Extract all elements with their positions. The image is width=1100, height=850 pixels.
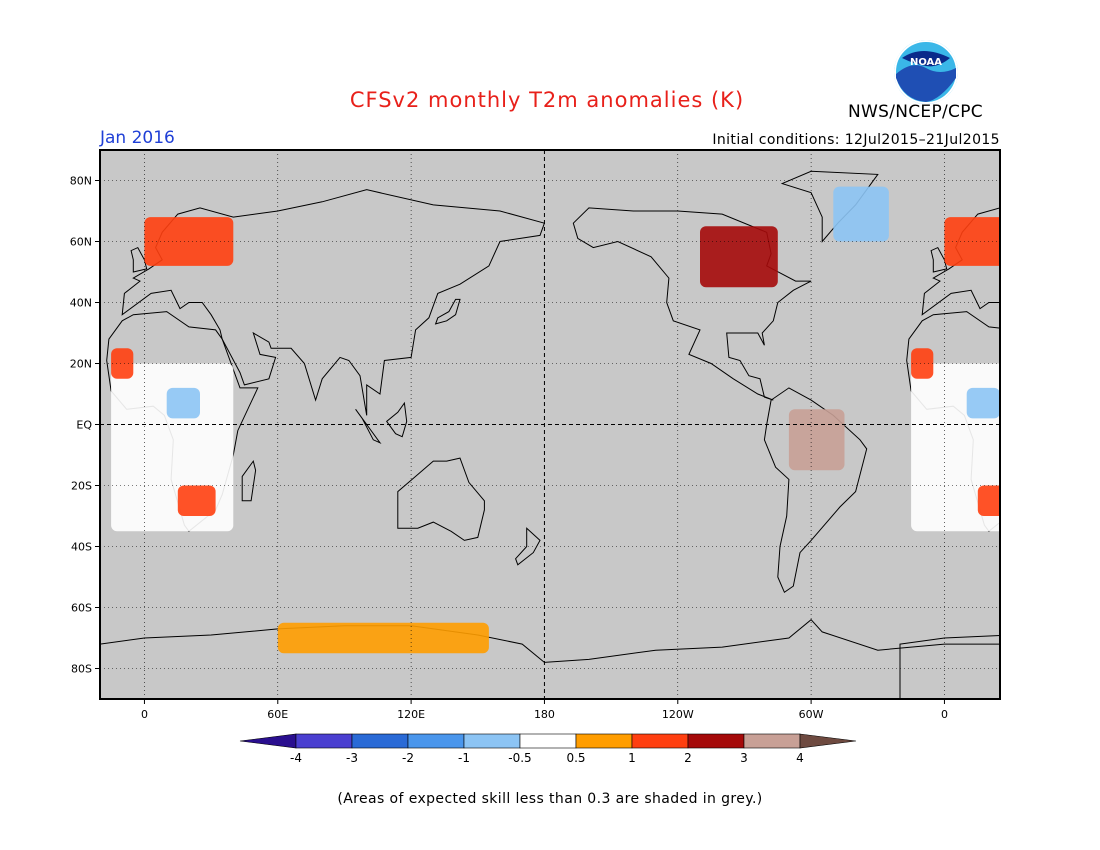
axis-ticks: 80N 60N 40N 20N EQ 20S 40S 60S 80S 0 60E 120E 180 120… bbox=[70, 175, 948, 722]
lon-tick-label: 60E bbox=[267, 708, 288, 721]
lon-tick-label: 0 bbox=[941, 708, 948, 721]
anomaly-region-3-repeat bbox=[966, 387, 1000, 419]
map-plot-area bbox=[99, 149, 1100, 700]
anomaly-region-8-repeat bbox=[1078, 623, 1100, 654]
colorbar-label: 2 bbox=[684, 751, 692, 765]
colorbar-label: 3 bbox=[740, 751, 748, 765]
colorbar-swatch bbox=[351, 733, 409, 749]
lat-tick-label: 20N bbox=[70, 358, 92, 371]
colorbar-swatch bbox=[743, 733, 801, 749]
gb-outline-repeat bbox=[930, 246, 948, 273]
map-title: CFSv2 monthly T2m anomalies (K) bbox=[349, 88, 745, 112]
colorbar-label: -4 bbox=[290, 751, 302, 765]
colorbar-swatch bbox=[295, 733, 353, 749]
anomaly-region-2 bbox=[111, 348, 134, 379]
valid-month-label: Jan 2016 bbox=[100, 128, 175, 148]
colorbar: -4 -3 -2 -1 -0.5 0.5 1 2 3 4 bbox=[239, 733, 857, 765]
lat-tick-label: 80N bbox=[70, 175, 92, 188]
agency-label: NWS/NCEP/CPC bbox=[848, 102, 983, 122]
anomaly-region-4-repeat bbox=[977, 485, 1000, 516]
colorbar-label: -3 bbox=[346, 751, 358, 765]
borneo-outline bbox=[386, 401, 408, 438]
skill-footnote: (Areas of expected skill less than 0.3 a… bbox=[337, 791, 763, 807]
lon-tick-label: 180 bbox=[534, 708, 555, 721]
colorbar-swatch bbox=[407, 733, 465, 749]
gb-outline bbox=[130, 246, 148, 273]
japan-outline bbox=[434, 298, 461, 325]
colorbar-swatch bbox=[519, 733, 577, 749]
anomaly-region-2-repeat bbox=[911, 348, 934, 379]
colorbar-label: 0.5 bbox=[566, 751, 585, 765]
colorbar-swatch bbox=[631, 733, 689, 749]
lat-tick-label: 60N bbox=[70, 236, 92, 249]
madagascar-outline bbox=[241, 459, 257, 502]
lat-tick-label: 20S bbox=[71, 480, 92, 493]
lat-tick-label: 40N bbox=[70, 297, 92, 310]
lat-lon-grid bbox=[100, 150, 1000, 699]
anomaly-region-3 bbox=[166, 387, 200, 419]
noaa-logo: NOAA bbox=[894, 40, 958, 104]
new-zealand-outline bbox=[515, 527, 541, 566]
colorbar-high-arrow bbox=[799, 733, 857, 749]
anomaly-region-5 bbox=[700, 226, 778, 288]
colorbar-swatch bbox=[575, 733, 633, 749]
colorbar-label: 1 bbox=[628, 751, 636, 765]
lon-tick-label: 120W bbox=[662, 708, 694, 721]
lon-tick-label: 0 bbox=[141, 708, 148, 721]
colorbar-label: 4 bbox=[796, 751, 804, 765]
madagascar-outline-repeat bbox=[1042, 461, 1055, 501]
eurasia-outline-repeat bbox=[921, 207, 1000, 316]
anomaly-region-7 bbox=[788, 409, 845, 471]
colorbar-label: -1 bbox=[458, 751, 470, 765]
lat-tick-label: 80S bbox=[71, 663, 92, 676]
australia-outline bbox=[397, 457, 485, 541]
colorbar-label: -0.5 bbox=[508, 751, 531, 765]
sumatra-outline bbox=[355, 409, 382, 445]
lat-tick-label: 40S bbox=[71, 541, 92, 554]
colorbar-label: -2 bbox=[402, 751, 414, 765]
eurasia-outline bbox=[121, 189, 546, 416]
logo-lettering: NOAA bbox=[910, 57, 942, 68]
colorbar-swatch bbox=[463, 733, 521, 749]
anomaly-region-6 bbox=[833, 186, 889, 242]
lon-tick-label: 120E bbox=[397, 708, 425, 721]
lon-tick-label: 60W bbox=[799, 708, 824, 721]
colorbar-low-arrow bbox=[239, 733, 297, 749]
anomaly-region-4 bbox=[177, 485, 216, 516]
lat-tick-label: 60S bbox=[71, 602, 92, 615]
colorbar-swatch bbox=[687, 733, 745, 749]
initial-conditions-label: Initial conditions: 12Jul2015–21Jul2015 bbox=[712, 132, 1000, 148]
lat-tick-label: EQ bbox=[76, 419, 92, 432]
anomaly-region-8 bbox=[277, 622, 489, 654]
